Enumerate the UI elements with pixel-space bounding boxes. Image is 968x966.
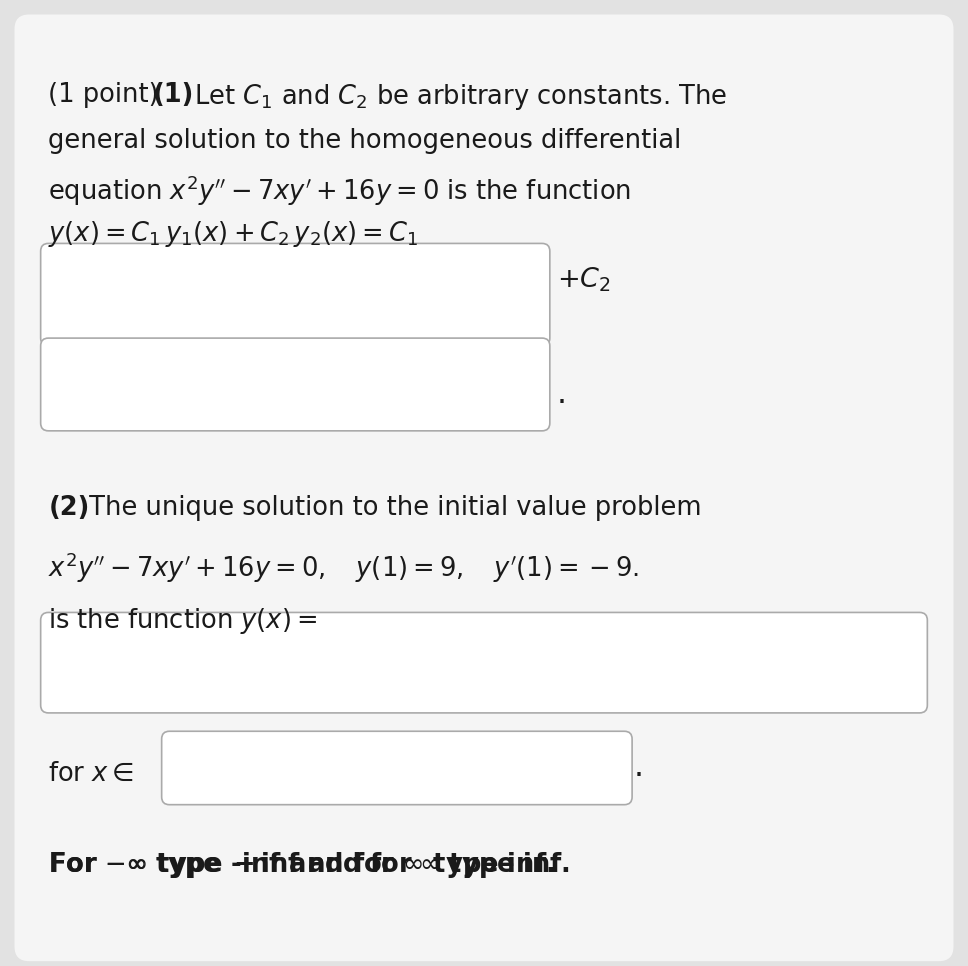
Text: equation $x^2y'' - 7xy' + 16y = 0$ is the function: equation $x^2y'' - 7xy' + 16y = 0$ is th… [48,174,631,209]
FancyBboxPatch shape [41,338,550,431]
Text: for $x \in$: for $x \in$ [48,761,135,787]
Text: $x^2y'' - 7xy' + 16y = 0, \quad y(1) = 9, \quad y'(1) = -9.$: $x^2y'' - 7xy' + 16y = 0, \quad y(1) = 9… [48,551,640,585]
Text: $+C_2$: $+C_2$ [557,266,611,295]
Text: general solution to the homogeneous differential: general solution to the homogeneous diff… [48,128,681,154]
Text: $\mathbf{For}$ $-\infty$ $\mathbf{type\ -inf\ and\ for}$ $\infty$ $\mathbf{type\: $\mathbf{For}$ $-\infty$ $\mathbf{type\ … [48,850,570,880]
Text: For $-\infty$ type -inf and for $\infty$ type inf.: For $-\infty$ type -inf and for $\infty$… [48,850,555,880]
FancyBboxPatch shape [41,243,550,346]
Text: is the function $y(x) =$: is the function $y(x) =$ [48,606,318,636]
Text: The unique solution to the initial value problem: The unique solution to the initial value… [81,495,702,521]
FancyBboxPatch shape [41,612,927,713]
FancyBboxPatch shape [162,731,632,805]
Text: Let $C_1$ and $C_2$ be arbitrary constants. The: Let $C_1$ and $C_2$ be arbitrary constan… [186,82,727,112]
FancyBboxPatch shape [15,14,953,961]
Text: $y(x) = C_1\, y_1(x) + C_2\, y_2(x) = C_1$: $y(x) = C_1\, y_1(x) + C_2\, y_2(x) = C_… [48,219,418,249]
Text: (1 point): (1 point) [48,82,167,108]
Text: (2): (2) [48,495,90,521]
Text: (1): (1) [153,82,195,108]
Text: .: . [634,753,644,782]
Text: .: . [557,380,566,409]
